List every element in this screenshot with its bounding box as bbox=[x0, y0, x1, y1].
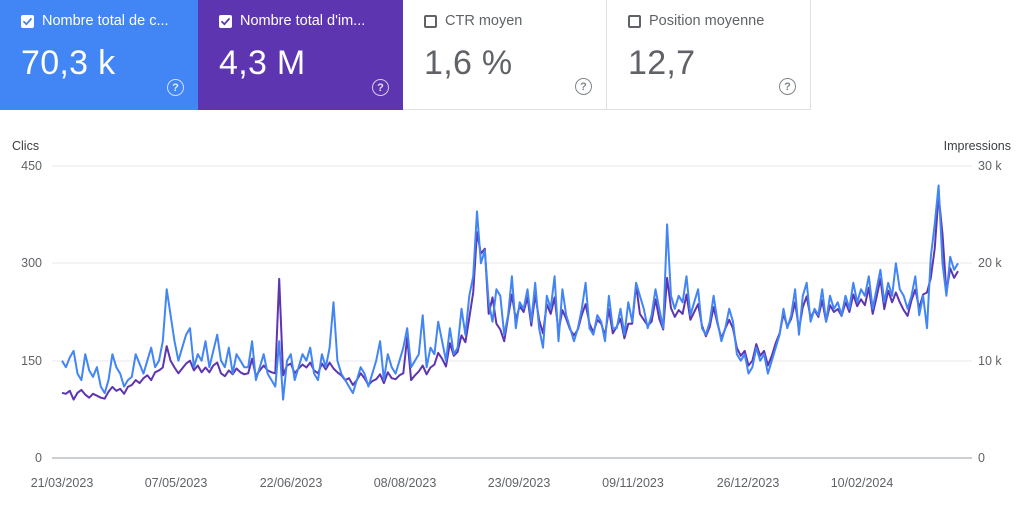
x-tick-label: 07/05/2023 bbox=[145, 476, 208, 490]
card-header: Position moyenne bbox=[628, 13, 810, 29]
y-right-tick-label: 0 bbox=[978, 451, 985, 465]
x-tick-label: 09/11/2023 bbox=[602, 476, 664, 490]
checkbox-checked-icon[interactable] bbox=[219, 14, 232, 28]
y-left-tick-label: 150 bbox=[21, 354, 42, 368]
series-line-clicks bbox=[61, 184, 959, 401]
x-tick-label: 26/12/2023 bbox=[717, 476, 780, 490]
x-tick-label: 10/02/2024 bbox=[831, 476, 894, 490]
metric-card-total-clicks[interactable]: Nombre total de c... 70,3 k ? bbox=[0, 0, 198, 110]
metric-card-avg-ctr[interactable]: CTR moyen 1,6 % ? bbox=[403, 0, 607, 110]
metric-card-avg-position[interactable]: Position moyenne 12,7 ? bbox=[607, 0, 811, 110]
checkbox-unchecked-icon[interactable] bbox=[628, 14, 641, 28]
x-tick-label: 21/03/2023 bbox=[31, 476, 94, 490]
y-right-axis-title: Impressions bbox=[944, 139, 1011, 153]
y-left-tick-label: 450 bbox=[21, 159, 42, 173]
card-value: 12,7 bbox=[628, 44, 696, 82]
y-left-tick-label: 300 bbox=[21, 256, 42, 270]
card-value: 1,6 % bbox=[424, 44, 513, 82]
x-tick-label: 22/06/2023 bbox=[260, 476, 323, 490]
x-ticks: 21/03/2023 07/05/2023 22/06/2023 08/08/2… bbox=[31, 476, 894, 490]
card-value: 70,3 k bbox=[21, 44, 116, 82]
y-right-ticks: 30 k 20 k 10 k 0 bbox=[978, 159, 1002, 465]
help-icon[interactable]: ? bbox=[779, 78, 796, 95]
card-header: Nombre total d'im... bbox=[219, 13, 403, 29]
y-right-tick-label: 20 k bbox=[978, 256, 1002, 270]
checkbox-unchecked-icon[interactable] bbox=[424, 14, 437, 28]
y-left-tick-label: 0 bbox=[35, 451, 42, 465]
checkbox-checked-icon[interactable] bbox=[21, 14, 34, 28]
y-right-tick-label: 10 k bbox=[978, 354, 1002, 368]
x-tick-label: 23/09/2023 bbox=[488, 476, 551, 490]
card-header: Nombre total de c... bbox=[21, 13, 198, 29]
card-value: 4,3 M bbox=[219, 44, 306, 82]
help-icon[interactable]: ? bbox=[575, 78, 592, 95]
y-right-tick-label: 30 k bbox=[978, 159, 1002, 173]
metric-cards: Nombre total de c... 70,3 k ? Nombre tot… bbox=[0, 0, 811, 110]
y-left-ticks: 450 300 150 0 bbox=[21, 159, 42, 465]
metric-card-total-impressions[interactable]: Nombre total d'im... 4,3 M ? bbox=[198, 0, 403, 110]
card-header: CTR moyen bbox=[424, 13, 606, 29]
gridlines bbox=[52, 165, 972, 459]
x-tick-label: 08/08/2023 bbox=[374, 476, 437, 490]
y-left-axis-title: Clics bbox=[12, 139, 39, 153]
help-icon[interactable]: ? bbox=[167, 79, 184, 96]
help-icon[interactable]: ? bbox=[372, 79, 389, 96]
